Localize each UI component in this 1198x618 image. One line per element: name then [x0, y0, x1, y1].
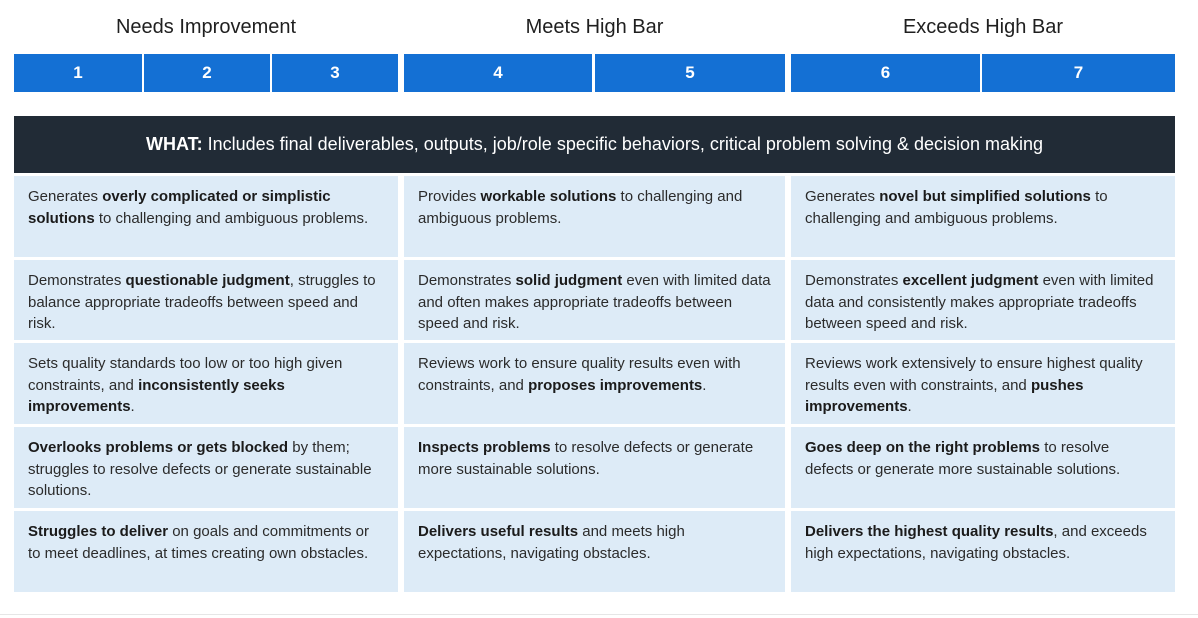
divider	[0, 614, 1198, 615]
criteria-emphasis: Delivers useful results	[418, 523, 579, 540]
criteria-emphasis: Goes deep on the right problems	[805, 439, 1041, 456]
criteria-cell-needs-improvement: Demonstrates questionable judgment, stru…	[14, 260, 398, 340]
criteria-text: to challenging and ambiguous problems.	[94, 209, 369, 227]
rating-7: 7	[982, 54, 1175, 92]
criteria-text: even with limited data and consistently …	[805, 272, 1154, 332]
criteria-text: Demonstrates	[418, 272, 516, 289]
criteria-emphasis: questionable judgment	[125, 272, 290, 289]
rating-1: 1	[14, 54, 142, 92]
criteria-cell-meets-high-bar: Demonstrates solid judgment even with li…	[404, 260, 785, 340]
rating-6: 6	[791, 54, 980, 92]
criteria-emphasis: Struggles to deliver	[28, 523, 169, 540]
criteria-text: .	[702, 376, 707, 394]
criteria-cell-meets-high-bar: Delivers useful results and meets high e…	[404, 511, 785, 592]
band-title-needs-improvement: Needs Improvement	[115, 16, 297, 38]
band-title-exceeds-high-bar: Exceeds High Bar	[902, 16, 1064, 38]
criteria-text: and meets high expectations, navigating …	[418, 523, 685, 562]
criteria-text: by them; struggles to resolve defects or…	[28, 439, 372, 499]
rating-scale: 1 2 3 4 5 6 7	[0, 54, 1198, 92]
criteria-cell-needs-improvement: Overlooks problems or gets blocked by th…	[14, 427, 398, 508]
criteria-cell-exceeds-high-bar: Goes deep on the right problems to resol…	[791, 427, 1175, 508]
criteria-emphasis: pushes improvements	[805, 376, 1084, 416]
criteria-cell-needs-improvement: Generates overly complicated or simplist…	[14, 176, 398, 257]
criteria-emphasis: excellent judgment	[902, 272, 1039, 289]
criteria-text: .	[907, 398, 912, 415]
what-banner-text: Includes final deliverables, outputs, jo…	[202, 134, 1044, 154]
criteria-text: Generates	[805, 188, 880, 205]
criteria-text: to resolve defects or generate more sust…	[805, 439, 1121, 478]
criteria-text: to resolve defects or generate more sust…	[418, 439, 754, 478]
criteria-text: Reviews work to ensure quality results e…	[418, 355, 741, 394]
criteria-emphasis: Delivers the highest quality results	[805, 523, 1054, 540]
rating-2: 2	[144, 54, 270, 92]
criteria-emphasis: proposes improvements	[528, 376, 703, 394]
criteria-text: Reviews work extensively to ensure highe…	[805, 355, 1143, 394]
criteria-cell-exceeds-high-bar: Generates novel but simplified solutions…	[791, 176, 1175, 257]
criteria-emphasis: inconsistently seeks improvements	[28, 376, 285, 416]
criteria-emphasis: workable solutions	[480, 188, 617, 205]
what-banner: WHAT: Includes final deliverables, outpu…	[14, 116, 1175, 173]
criteria-emphasis: solid judgment	[515, 272, 623, 289]
criteria-cell-needs-improvement: Sets quality standards too low or too hi…	[14, 343, 398, 424]
criteria-text: Sets quality standards too low or too hi…	[28, 355, 343, 394]
rating-4: 4	[404, 54, 592, 92]
criteria-text: to challenging and ambiguous problems.	[805, 188, 1108, 227]
criteria-text: even with limited data and often makes a…	[418, 272, 771, 332]
criteria-emphasis: Overlooks problems or gets blocked	[28, 439, 289, 456]
band-title-meets-high-bar: Meets High Bar	[525, 16, 664, 38]
criteria-text: Provides	[418, 188, 481, 205]
criteria-text: on goals and commitments or to meet dead…	[28, 523, 369, 562]
criteria-text: Demonstrates	[28, 272, 126, 289]
criteria-text: Generates	[28, 188, 103, 205]
rating-5: 5	[595, 54, 785, 92]
criteria-cell-exceeds-high-bar: Reviews work extensively to ensure highe…	[791, 343, 1175, 424]
criteria-text: , struggles to balance appropriate trade…	[28, 272, 376, 332]
band-titles: Needs Improvement Meets High Bar Exceeds…	[0, 12, 1198, 44]
criteria-emphasis: overly complicated or simplistic solutio…	[28, 188, 331, 227]
criteria-cell-exceeds-high-bar: Demonstrates excellent judgment even wit…	[791, 260, 1175, 340]
what-banner-label: WHAT:	[145, 134, 203, 154]
criteria-cell-meets-high-bar: Reviews work to ensure quality results e…	[404, 343, 785, 424]
criteria-cell-exceeds-high-bar: Delivers the highest quality results, an…	[791, 511, 1175, 592]
criteria-emphasis: Inspects problems	[418, 439, 551, 456]
rating-3: 3	[272, 54, 398, 92]
criteria-cell-needs-improvement: Struggles to deliver on goals and commit…	[14, 511, 398, 592]
criteria-text: to challenging and ambiguous problems.	[418, 188, 743, 227]
criteria-text: .	[130, 398, 135, 415]
criteria-cell-meets-high-bar: Inspects problems to resolve defects or …	[404, 427, 785, 508]
criteria-cell-meets-high-bar: Provides workable solutions to challengi…	[404, 176, 785, 257]
criteria-emphasis: novel but simplified solutions	[879, 188, 1091, 205]
criteria-text: , and exceeds high expectations, navigat…	[805, 523, 1147, 562]
criteria-text: Demonstrates	[805, 272, 903, 289]
